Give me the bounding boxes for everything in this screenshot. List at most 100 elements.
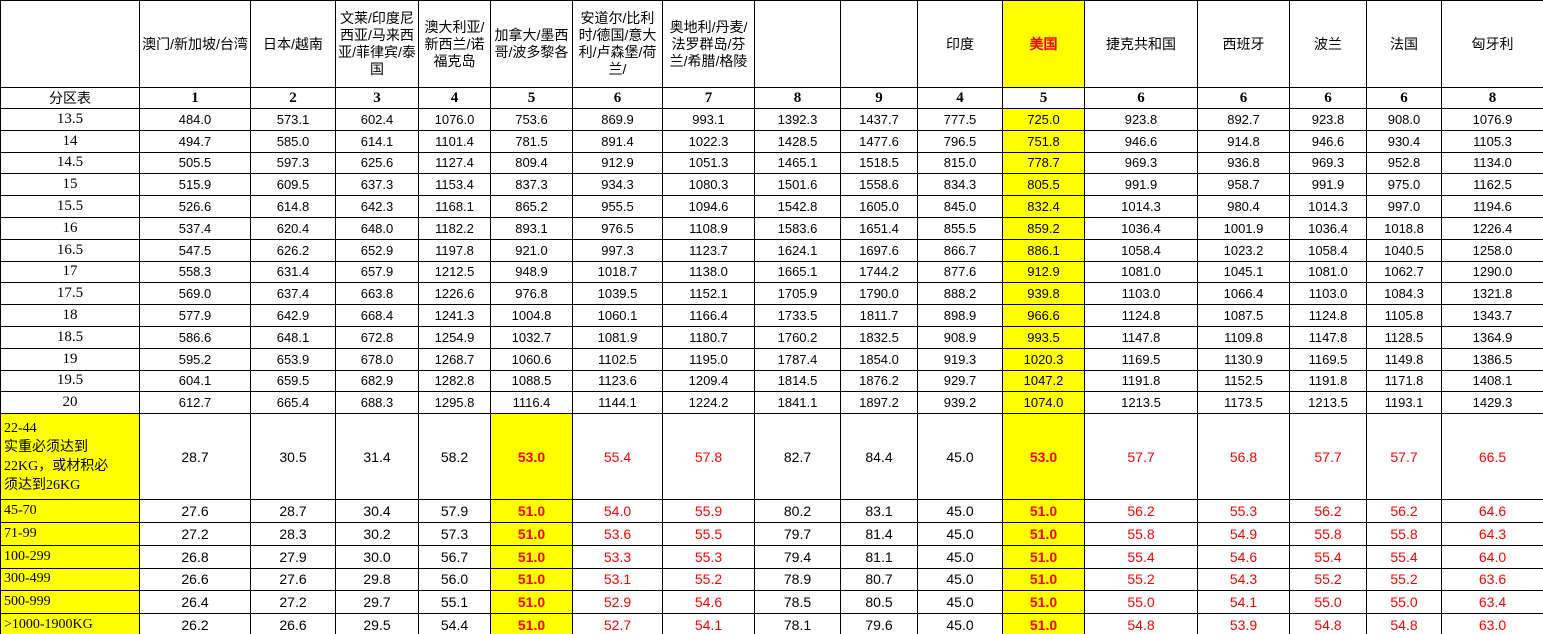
rate-cell[interactable]: 29.7 <box>335 590 419 615</box>
corner-cell[interactable] <box>0 0 140 88</box>
rate-cell[interactable]: 1123.6 <box>572 369 663 393</box>
rate-cell[interactable]: 1605.0 <box>840 195 918 218</box>
rate-cell[interactable]: 1124.8 <box>1289 304 1367 327</box>
rate-cell[interactable]: 1032.7 <box>490 325 573 349</box>
rate-cell[interactable]: 1408.1 <box>1441 369 1543 393</box>
rate-cell[interactable]: 1039.5 <box>572 282 663 306</box>
rate-cell[interactable]: 912.9 <box>572 151 663 175</box>
header-cell-8[interactable] <box>840 0 918 88</box>
rate-cell[interactable]: 55.0 <box>1084 590 1198 615</box>
rate-cell[interactable]: 53.0 <box>1002 413 1085 501</box>
rate-cell[interactable]: 51.0 <box>1002 544 1085 569</box>
rate-cell[interactable]: 1760.2 <box>754 325 841 349</box>
rate-cell[interactable]: 976.8 <box>490 282 573 306</box>
rate-cell[interactable]: 1477.6 <box>840 129 918 153</box>
rate-cell[interactable]: 56.8 <box>1197 413 1290 501</box>
rate-cell[interactable]: 57.7 <box>1289 413 1367 501</box>
rate-cell[interactable]: 55.1 <box>418 590 491 615</box>
rate-cell[interactable]: 948.9 <box>490 260 573 284</box>
zone-cell-13[interactable]: 6 <box>1289 87 1367 109</box>
rate-cell[interactable]: 1665.1 <box>754 260 841 284</box>
rate-cell[interactable]: 952.8 <box>1366 151 1442 175</box>
header-cell-15[interactable]: 匈牙利 <box>1441 0 1543 88</box>
rate-cell[interactable]: 55.3 <box>662 544 755 569</box>
rate-cell[interactable]: 1036.4 <box>1289 216 1367 240</box>
rate-cell[interactable]: 663.8 <box>335 282 419 306</box>
rate-cell[interactable]: 1128.5 <box>1366 325 1442 349</box>
rate-cell[interactable]: 29.8 <box>335 567 419 592</box>
zone-cell-2[interactable]: 3 <box>335 87 419 109</box>
row-label[interactable]: >1000-1900KG <box>0 613 140 634</box>
rate-cell[interactable]: 63.0 <box>1441 613 1543 634</box>
rate-cell[interactable]: 1138.0 <box>662 260 755 284</box>
rate-cell[interactable]: 51.0 <box>1002 521 1085 546</box>
rate-cell[interactable]: 612.7 <box>139 391 251 415</box>
rate-cell[interactable]: 79.4 <box>754 544 841 569</box>
rate-cell[interactable]: 1790.0 <box>840 282 918 306</box>
rate-cell[interactable]: 1197.8 <box>418 238 491 262</box>
rate-cell[interactable]: 1152.1 <box>662 282 755 306</box>
rate-cell[interactable]: 1076.0 <box>418 108 491 131</box>
rate-cell[interactable]: 53.3 <box>572 544 663 569</box>
rate-cell[interactable]: 55.4 <box>1366 544 1442 569</box>
rate-cell[interactable]: 66.5 <box>1441 413 1543 501</box>
rate-cell[interactable]: 614.8 <box>250 195 336 218</box>
row-label[interactable]: 71-99 <box>0 521 140 546</box>
rate-cell[interactable]: 914.8 <box>1197 129 1290 153</box>
row-label[interactable]: 300-499 <box>0 567 140 592</box>
rate-cell[interactable]: 30.0 <box>335 544 419 569</box>
rate-cell[interactable]: 53.0 <box>490 413 573 501</box>
rate-cell[interactable]: 45.0 <box>917 499 1003 523</box>
rate-cell[interactable]: 81.4 <box>840 521 918 546</box>
rate-cell[interactable]: 79.7 <box>754 521 841 546</box>
rate-cell[interactable]: 1018.8 <box>1366 216 1442 240</box>
rate-cell[interactable]: 51.0 <box>490 613 573 634</box>
rate-cell[interactable]: 865.2 <box>490 195 573 218</box>
rate-cell[interactable]: 665.4 <box>250 391 336 415</box>
rate-cell[interactable]: 991.9 <box>1084 173 1198 197</box>
zone-cell-10[interactable]: 5 <box>1002 87 1085 109</box>
rate-cell[interactable]: 1018.7 <box>572 260 663 284</box>
zone-cell-8[interactable]: 9 <box>840 87 918 109</box>
zone-cell-9[interactable]: 4 <box>917 87 1003 109</box>
row-label[interactable]: 45-70 <box>0 499 140 523</box>
rate-cell[interactable]: 51.0 <box>1002 567 1085 592</box>
rate-cell[interactable]: 1583.6 <box>754 216 841 240</box>
zone-row-label[interactable]: 分区表 <box>0 87 140 109</box>
rate-cell[interactable]: 609.5 <box>250 173 336 197</box>
rate-cell[interactable]: 637.3 <box>335 173 419 197</box>
rate-cell[interactable]: 939.8 <box>1002 282 1085 306</box>
rate-cell[interactable]: 620.4 <box>250 216 336 240</box>
rate-cell[interactable]: 993.1 <box>662 108 755 131</box>
rate-cell[interactable]: 64.6 <box>1441 499 1543 523</box>
rate-cell[interactable]: 80.7 <box>840 567 918 592</box>
rate-cell[interactable]: 57.7 <box>1084 413 1198 501</box>
rate-cell[interactable]: 28.7 <box>250 499 336 523</box>
zone-cell-1[interactable]: 2 <box>250 87 336 109</box>
rate-cell[interactable]: 53.1 <box>572 567 663 592</box>
rate-cell[interactable]: 51.0 <box>490 544 573 569</box>
rate-cell[interactable]: 1321.8 <box>1441 282 1543 306</box>
rate-cell[interactable]: 997.0 <box>1366 195 1442 218</box>
rate-cell[interactable]: 1171.8 <box>1366 369 1442 393</box>
rate-cell[interactable]: 781.5 <box>490 129 573 153</box>
zone-cell-3[interactable]: 4 <box>418 87 491 109</box>
rate-cell[interactable]: 585.0 <box>250 129 336 153</box>
rate-cell[interactable]: 57.3 <box>418 521 491 546</box>
row-label[interactable]: 18 <box>0 304 140 327</box>
zone-cell-4[interactable]: 5 <box>490 87 573 109</box>
rate-cell[interactable]: 1094.6 <box>662 195 755 218</box>
rate-cell[interactable]: 78.9 <box>754 567 841 592</box>
rate-cell[interactable]: 597.3 <box>250 151 336 175</box>
rate-cell[interactable]: 1149.8 <box>1366 347 1442 371</box>
rate-cell[interactable]: 1465.1 <box>754 151 841 175</box>
rate-cell[interactable]: 54.3 <box>1197 567 1290 592</box>
rate-cell[interactable]: 54.6 <box>662 590 755 615</box>
rate-cell[interactable]: 29.5 <box>335 613 419 634</box>
rate-cell[interactable]: 30.4 <box>335 499 419 523</box>
rate-cell[interactable]: 56.0 <box>418 567 491 592</box>
rate-cell[interactable]: 652.9 <box>335 238 419 262</box>
rate-cell[interactable]: 53.9 <box>1197 613 1290 634</box>
rate-cell[interactable]: 930.4 <box>1366 129 1442 153</box>
rate-cell[interactable]: 1022.3 <box>662 129 755 153</box>
